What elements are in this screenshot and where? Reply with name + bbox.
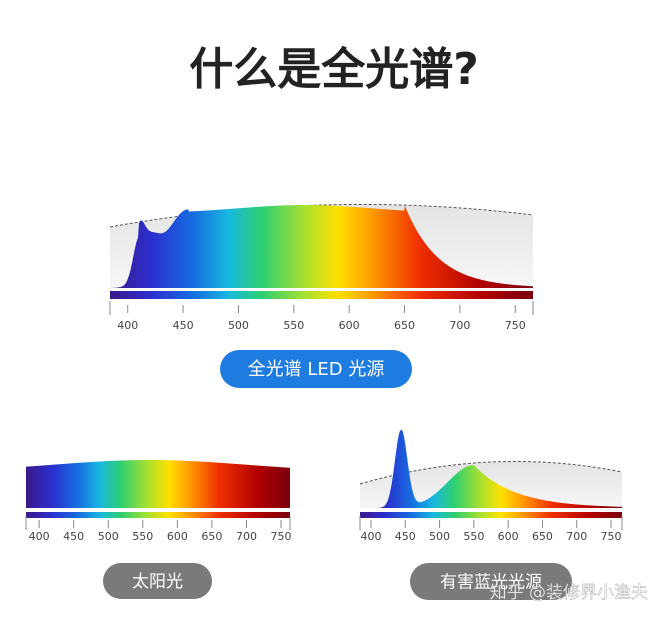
x-tick-label: 450 xyxy=(395,530,416,543)
title: 什么是全光谱? xyxy=(189,44,479,95)
x-tick-label: 500 xyxy=(228,319,249,332)
x-tick-label: 750 xyxy=(505,319,526,332)
x-tick-label: 650 xyxy=(532,530,553,543)
spectrum-curve xyxy=(360,430,622,508)
color-bar xyxy=(360,512,622,518)
color-bar xyxy=(110,291,533,299)
x-tick-label: 450 xyxy=(173,319,194,332)
x-tick-label: 600 xyxy=(339,319,360,332)
x-tick-label: 550 xyxy=(283,319,304,332)
color-bar xyxy=(26,512,290,518)
label-pill xyxy=(103,563,212,599)
x-tick-label: 700 xyxy=(566,530,587,543)
x-tick-label: 600 xyxy=(498,530,519,543)
x-tick-label: 750 xyxy=(271,530,292,543)
x-tick-label: 700 xyxy=(449,319,470,332)
panel-label: 有害蓝光光源 xyxy=(440,573,542,593)
x-tick-label: 400 xyxy=(117,319,138,332)
x-tick-label: 700 xyxy=(236,530,257,543)
label-pill xyxy=(410,563,572,600)
x-tick-label: 650 xyxy=(201,530,222,543)
x-tick-label: 550 xyxy=(132,530,153,543)
reference-curve xyxy=(109,203,534,228)
x-tick-label: 750 xyxy=(601,530,622,543)
x-tick-label: 400 xyxy=(29,530,50,543)
reference-curve xyxy=(359,460,623,485)
panel-label: 太阳光 xyxy=(132,572,183,592)
panel-label: 全光谱 LED 光源 xyxy=(248,359,385,380)
label-pill xyxy=(220,350,412,388)
x-tick-label: 600 xyxy=(167,530,188,543)
watermark: 知乎 @装修界小渔夫 xyxy=(490,583,648,603)
x-tick-label: 500 xyxy=(98,530,119,543)
spectrum-curve xyxy=(26,460,290,508)
x-tick-label: 650 xyxy=(394,319,415,332)
spectrum-curve xyxy=(110,205,533,288)
x-tick-label: 450 xyxy=(63,530,84,543)
x-tick-label: 500 xyxy=(429,530,450,543)
x-tick-label: 550 xyxy=(463,530,484,543)
x-tick-label: 400 xyxy=(360,530,381,543)
